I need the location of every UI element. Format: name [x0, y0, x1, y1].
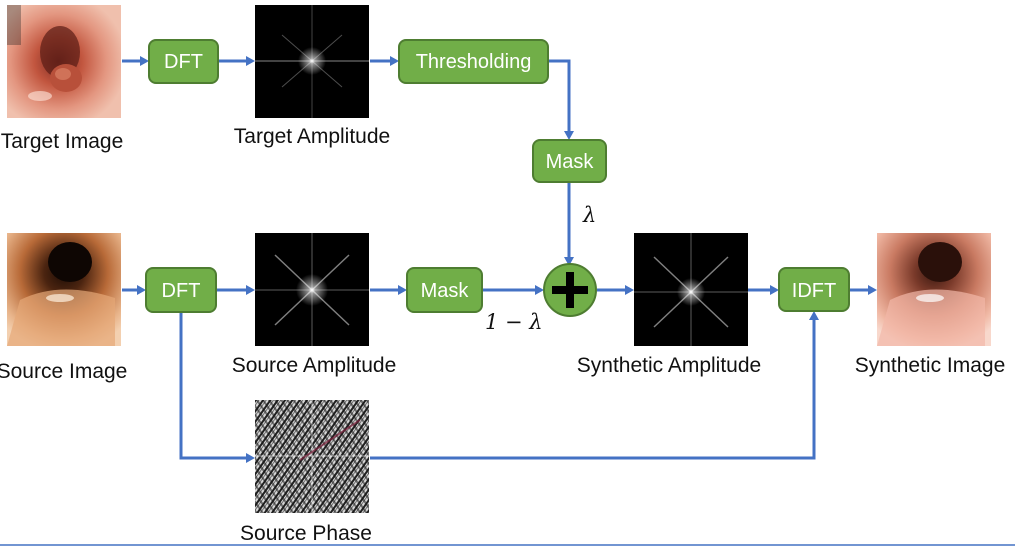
- mask-target-label: Mask: [546, 151, 595, 173]
- arrowhead: [535, 285, 544, 295]
- one-minus-lambda-label: 1 − λ: [485, 310, 543, 334]
- lambda-label: λ: [582, 203, 596, 227]
- arrowhead: [564, 257, 574, 266]
- arrow-dft-to-source-phase: [179, 312, 248, 460]
- arrowhead: [246, 56, 255, 66]
- thresholding-box: Thresholding: [398, 39, 549, 84]
- mask-target-box: Mask: [532, 139, 607, 183]
- synthetic-amplitude-spectrum: [634, 233, 748, 346]
- dft-source-box: DFT: [145, 267, 217, 313]
- arrowhead: [868, 285, 877, 295]
- arrowhead: [770, 285, 779, 295]
- mask-source-label: Mask: [421, 280, 470, 302]
- arrowhead: [625, 285, 634, 295]
- synthetic-image-photo: [877, 233, 991, 346]
- source-amplitude-spectrum: [255, 233, 369, 346]
- dft-target-box: DFT: [148, 39, 219, 84]
- target-amplitude-caption: Target Amplitude: [234, 125, 390, 148]
- target-amplitude-spectrum: [255, 5, 369, 118]
- synthetic-image-caption: Synthetic Image: [855, 354, 1006, 377]
- target-image-caption: Target Image: [1, 130, 124, 153]
- dft-source-label: DFT: [162, 280, 201, 302]
- connector-arrows: [122, 56, 877, 463]
- arrowhead: [398, 285, 407, 295]
- source-image-photo: [7, 233, 121, 346]
- idft-label: IDFT: [792, 280, 836, 302]
- source-phase-spectrum: [255, 400, 369, 513]
- arrowhead: [246, 453, 255, 463]
- arrowhead: [140, 56, 149, 66]
- source-image-caption: Source Image: [0, 360, 127, 383]
- arrowhead: [809, 311, 819, 320]
- sum-node: [543, 263, 597, 317]
- target-image-photo: [7, 5, 121, 118]
- arrowhead: [390, 56, 399, 66]
- arrow-source-phase-to-idft: [370, 318, 816, 460]
- mask-source-box: Mask: [406, 267, 483, 313]
- dft-target-label: DFT: [164, 51, 203, 73]
- source-phase-caption: Source Phase: [240, 522, 372, 545]
- arrowhead: [246, 285, 255, 295]
- arrowhead: [137, 285, 146, 295]
- synthetic-amplitude-caption: Synthetic Amplitude: [577, 354, 761, 377]
- idft-box: IDFT: [778, 267, 850, 312]
- arrow-thresholding-to-mask: [548, 59, 571, 133]
- arrowhead: [564, 131, 574, 140]
- thresholding-label: Thresholding: [416, 51, 532, 73]
- source-amplitude-caption: Source Amplitude: [232, 354, 397, 377]
